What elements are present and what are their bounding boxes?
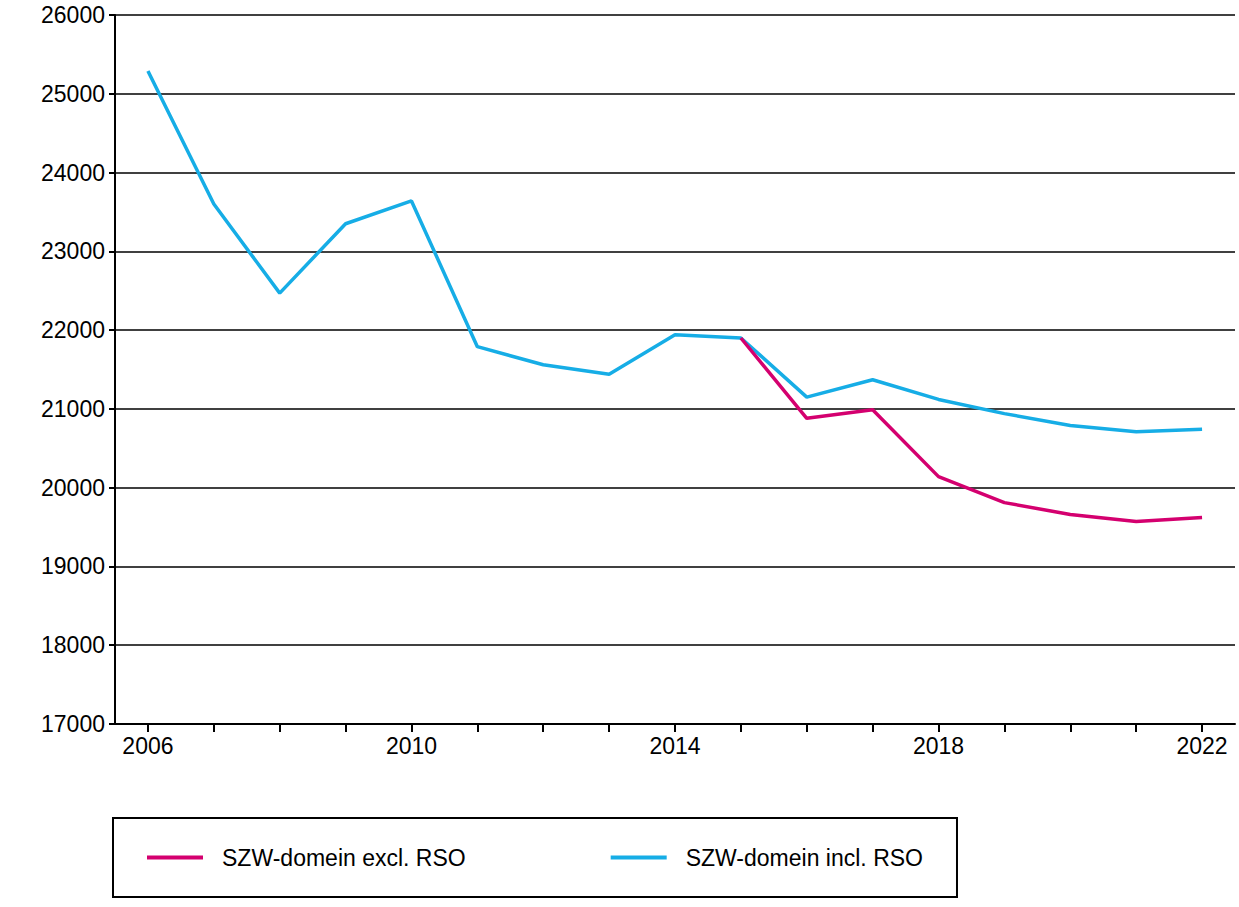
- svg-text:2006: 2006: [122, 733, 173, 759]
- svg-text:23000: 23000: [41, 238, 105, 264]
- svg-text:24000: 24000: [41, 160, 105, 186]
- svg-text:2010: 2010: [386, 733, 437, 759]
- svg-text:26000: 26000: [41, 2, 105, 28]
- svg-text:25000: 25000: [41, 81, 105, 107]
- svg-text:2014: 2014: [649, 733, 700, 759]
- svg-text:18000: 18000: [41, 632, 105, 658]
- svg-text:SZW-domein incl. RSO: SZW-domein incl. RSO: [686, 845, 923, 871]
- svg-text:2018: 2018: [913, 733, 964, 759]
- svg-text:19000: 19000: [41, 553, 105, 579]
- svg-text:22000: 22000: [41, 317, 105, 343]
- svg-text:SZW-domein excl. RSO: SZW-domein excl. RSO: [222, 845, 466, 871]
- svg-text:21000: 21000: [41, 396, 105, 422]
- svg-text:20000: 20000: [41, 475, 105, 501]
- svg-text:17000: 17000: [41, 711, 105, 737]
- svg-text:2022: 2022: [1176, 733, 1227, 759]
